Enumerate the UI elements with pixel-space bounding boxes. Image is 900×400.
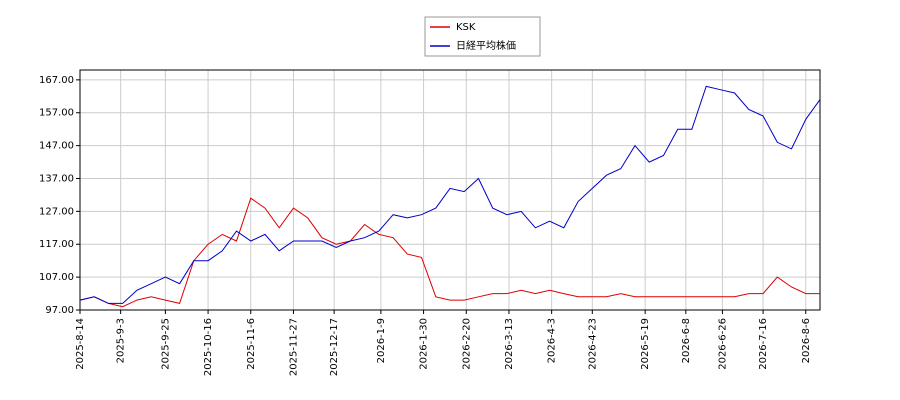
x-tick-label: 2026-1-30 xyxy=(419,318,430,370)
x-tick-label: 2026-6-26 xyxy=(717,318,728,370)
x-tick-label: 2026-4-23 xyxy=(587,318,598,370)
x-tick-label: 2026-7-16 xyxy=(758,318,769,370)
y-tick-label: 137.00 xyxy=(39,173,74,184)
x-tick-label: 2026-4-3 xyxy=(547,318,558,363)
x-tick-label: 2026-5-19 xyxy=(640,318,651,370)
x-tick-label: 2025-11-27 xyxy=(288,318,299,376)
x-tick-label: 2026-8-6 xyxy=(801,318,812,363)
x-tick-label: 2025-9-3 xyxy=(116,318,127,363)
x-tick-label: 2026-2-20 xyxy=(461,318,472,370)
x-tick-label: 2026-1-9 xyxy=(376,318,387,363)
y-tick-label: 107.00 xyxy=(39,272,74,283)
x-tick-label: 2025-11-6 xyxy=(246,318,257,370)
x-tick-label: 2025-8-14 xyxy=(75,318,86,370)
plot-frame xyxy=(79,69,821,311)
x-tick-label: 2026-3-13 xyxy=(504,318,515,370)
legend-label: KSK xyxy=(456,22,476,33)
y-tick-label: 167.00 xyxy=(39,75,74,86)
x-tick-label: 2026-6-8 xyxy=(681,318,692,363)
y-tick-label: 147.00 xyxy=(39,141,74,152)
y-tick-label: 157.00 xyxy=(39,108,74,119)
legend-label: 日経平均株価 xyxy=(456,39,516,52)
legend-box xyxy=(424,16,541,57)
x-tick-label: 2025-10-16 xyxy=(203,318,214,376)
y-tick-label: 97.00 xyxy=(45,305,74,316)
y-tick-label: 117.00 xyxy=(39,239,74,250)
x-tick-label: 2025-12-17 xyxy=(329,318,340,376)
series-line xyxy=(79,197,820,308)
y-tick-label: 127.00 xyxy=(39,206,74,217)
legend: KSK 日経平均株価 xyxy=(430,22,516,52)
series-line xyxy=(79,85,821,304)
x-tick-label: 2025-9-25 xyxy=(160,318,171,370)
